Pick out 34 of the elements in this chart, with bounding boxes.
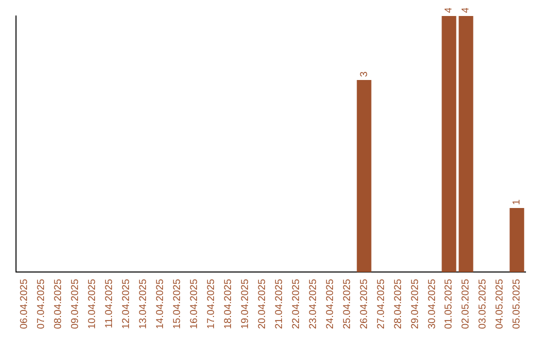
x-tick-label: 19.04.2025	[240, 278, 251, 330]
x-tick-label: 23.04.2025	[308, 278, 319, 330]
x-tick-label: 28.04.2025	[392, 278, 404, 330]
x-tick-label: 24.04.2025	[324, 278, 336, 330]
x-tick-label: 08.04.2025	[53, 278, 64, 330]
data-label: 3	[358, 70, 370, 77]
x-tick-label: 29.04.2025	[410, 278, 421, 330]
data-label: 4	[460, 7, 472, 13]
x-tick-label: 14.04.2025	[155, 278, 166, 330]
x-tick-label: 20.04.2025	[256, 278, 268, 330]
x-tick-label: 11.04.2025	[104, 278, 116, 328]
x-tick-label: 01.05.2025	[444, 278, 455, 330]
x-tick-label: 04.05.2025	[494, 278, 506, 330]
x-tick-label: 05.05.2025	[512, 278, 523, 330]
x-tick-label: 30.04.2025	[426, 278, 438, 330]
x-tick-label: 07.04.2025	[36, 278, 48, 330]
x-tick-label: 09.04.2025	[70, 278, 82, 330]
x-tick-label: 18.04.2025	[222, 278, 234, 330]
x-tick-label: 17.04.2025	[206, 278, 218, 330]
x-tick-label: 27.04.2025	[376, 278, 387, 330]
x-tick-label: 22.04.2025	[290, 278, 302, 330]
x-tick-label: 21.04.2025	[274, 278, 285, 330]
x-tick-label: 06.04.2025	[19, 278, 30, 330]
data-label: 1	[512, 198, 523, 205]
x-tick-label: 03.05.2025	[478, 278, 489, 330]
x-tick-label: 10.04.2025	[87, 278, 98, 330]
x-tick-label: 16.04.2025	[189, 278, 200, 330]
x-tick-label: 02.05.2025	[460, 278, 472, 330]
data-label: 4	[444, 7, 455, 13]
x-tick-label: 25.04.2025	[342, 278, 353, 330]
x-tick-label: 15.04.2025	[172, 278, 184, 330]
x-tick-label: 26.04.2025	[358, 278, 370, 330]
x-tick-label: 12.04.2025	[121, 278, 132, 330]
x-tick-label: 13.04.2025	[138, 278, 150, 330]
